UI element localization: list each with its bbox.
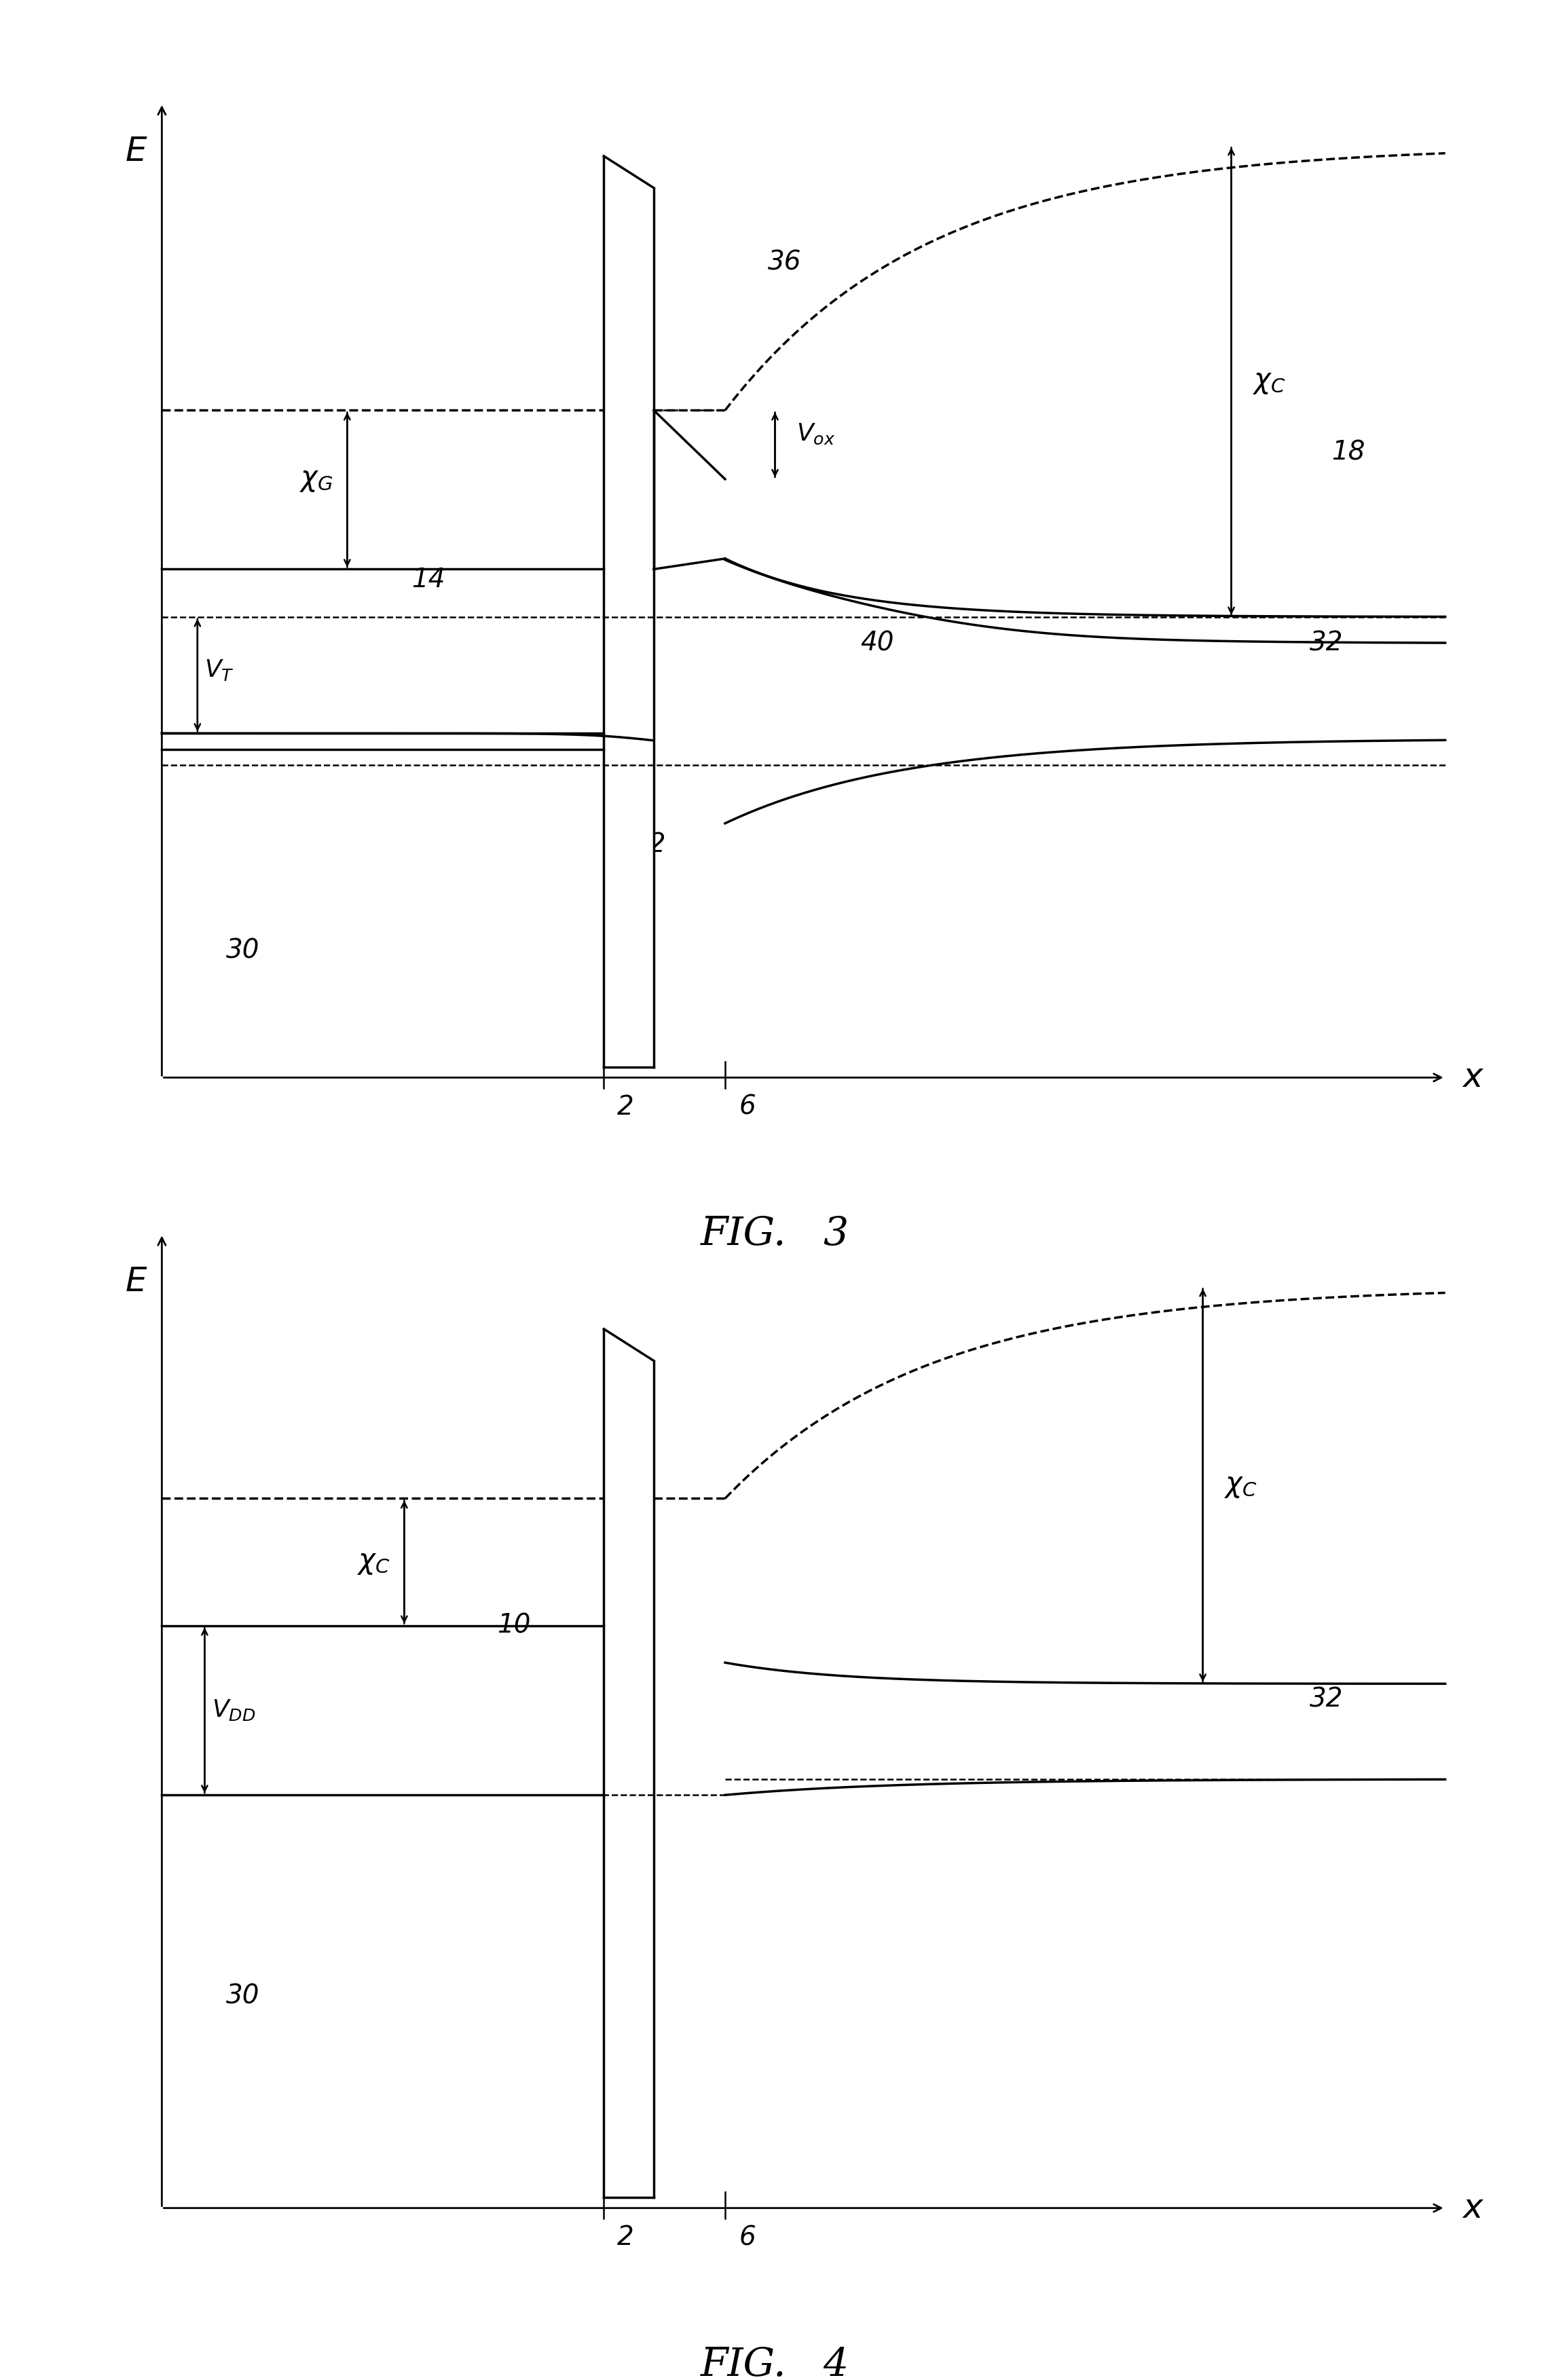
Text: $\chi_C$: $\chi_C$ [356,1547,391,1576]
Text: 40: 40 [860,631,894,657]
Text: 36: 36 [767,250,801,276]
Text: 32: 32 [1310,631,1344,657]
Text: FIG.   4: FIG. 4 [701,2347,849,2380]
Text: $\chi_C$: $\chi_C$ [1224,1471,1257,1499]
Text: 2: 2 [617,2225,634,2251]
Text: $V_{ox}$: $V_{ox}$ [797,421,835,445]
Text: $\chi_C$: $\chi_C$ [1252,367,1286,395]
Text: 2: 2 [617,1095,634,1121]
Text: $V_T$: $V_T$ [205,657,234,683]
Bar [604,157,654,1066]
Text: 18: 18 [1331,440,1364,466]
Text: 32: 32 [1310,1687,1344,1714]
Text: 30: 30 [226,938,259,964]
Text: x: x [1462,1061,1482,1095]
Text: 42: 42 [632,831,666,857]
Text: 6: 6 [739,1095,756,1121]
Text: E: E [126,1266,147,1297]
Text: 14: 14 [411,566,445,593]
Bar [604,1328,654,2197]
Text: 30: 30 [226,1983,259,2009]
Text: FIG.   3: FIG. 3 [701,1216,849,1254]
Text: $\chi_G$: $\chi_G$ [299,464,333,493]
Text: 10: 10 [498,1614,530,1637]
Text: x: x [1462,2192,1482,2225]
Text: E: E [126,136,147,167]
Text: 6: 6 [739,2225,756,2251]
Text: $V_{DD}$: $V_{DD}$ [212,1697,256,1723]
